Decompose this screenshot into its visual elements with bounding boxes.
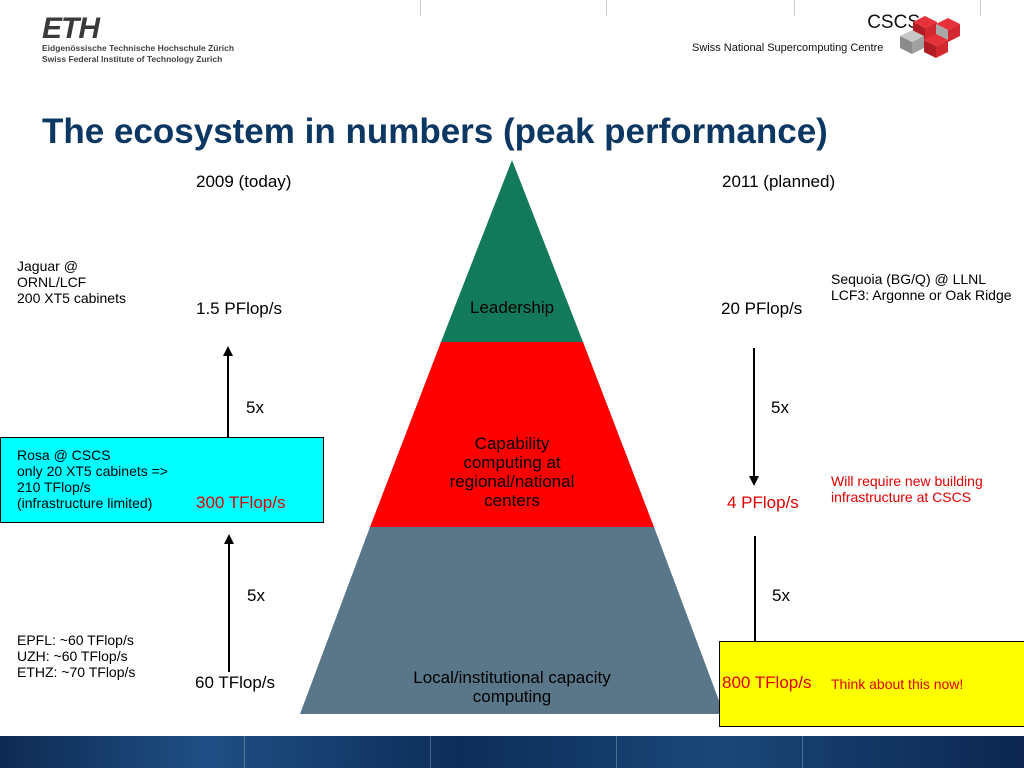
left-top-value: 1.5 PFlop/s [196,299,282,318]
rosa-note: Rosa @ CSCS only 20 XT5 cabinets => 210 … [17,447,168,511]
building-note: Will require new building infrastructure… [831,473,983,505]
note-line: 210 TFlop/s [17,479,91,495]
plan-highlight-box [719,641,1024,727]
footer-band [0,736,1024,768]
column-header-2011: 2011 (planned) [722,172,836,191]
right-top-value: 20 PFlop/s [721,299,803,318]
header-divider [794,0,795,16]
cscs-logo-icon [900,16,960,58]
rosa-highlight-box [0,437,324,523]
right-lower-factor: 5x [772,586,790,605]
note-line: LCF3: Argonne or Oak Ridge [831,287,1012,303]
header-divider [980,0,981,16]
header-divider [420,0,421,16]
pyramid-top-tier [441,160,583,342]
note-line: only 20 XT5 cabinets => [17,463,168,479]
swiss-universities-note: EPFL: ~60 TFlop/s UZH: ~60 TFlop/s ETHZ:… [17,632,135,680]
right-upper-arrow-icon [749,348,759,486]
note-line: (infrastructure limited) [17,495,153,511]
note-line: Rosa @ CSCS [17,447,111,463]
pyramid-top-label: Leadership [470,298,555,317]
pyramid-mid-label: Capability computing at regional/nationa… [449,434,575,510]
right-base-value: 800 TFlop/s [722,673,812,692]
note-line: 200 XT5 cabinets [17,290,126,306]
note-line: UZH: ~60 TFlop/s [17,648,128,664]
slide-title: The ecosystem in numbers (peak performan… [42,112,828,151]
pyramid-base-label: Local/institutional capacity computing [413,668,611,706]
left-lower-arrow-icon [224,534,234,672]
eth-logo: ETH [42,12,100,45]
eth-line-1: Eidgenössische Technische Hochschule Zür… [42,43,235,53]
left-mid-value: 300 TFlop/s [196,493,286,512]
think-now-note: Think about this now! [831,676,964,692]
pyramid-mid-tier [370,342,654,527]
right-upper-factor: 5x [771,398,789,417]
jaguar-note: Jaguar @ ORNL/LCF 200 XT5 cabinets [17,258,126,306]
eth-line-2: Swiss Federal Institute of Technology Zu… [42,54,223,64]
pyramid-base-tier [300,527,724,714]
right-mid-value: 4 PFlop/s [727,493,799,512]
cscs-full-name: Swiss National Supercomputing Centre [692,42,884,54]
header-divider [606,0,607,16]
note-line: Jaguar @ [17,258,78,274]
note-line: Will require new building [831,473,983,489]
note-line: ORNL/LCF [17,274,87,290]
note-line: infrastructure at CSCS [831,489,972,505]
left-upper-factor: 5x [246,398,264,417]
left-lower-factor: 5x [247,586,265,605]
sequoia-note: Sequoia (BG/Q) @ LLNL LCF3: Argonne or O… [831,271,1012,303]
left-base-value: 60 TFlop/s [195,673,276,692]
cscs-short-name: CSCS [867,12,920,33]
column-header-2009: 2009 (today) [196,172,292,191]
note-line: Sequoia (BG/Q) @ LLNL [831,271,987,287]
note-line: ETHZ: ~70 TFlop/s [17,664,136,680]
note-line: EPFL: ~60 TFlop/s [17,632,134,648]
